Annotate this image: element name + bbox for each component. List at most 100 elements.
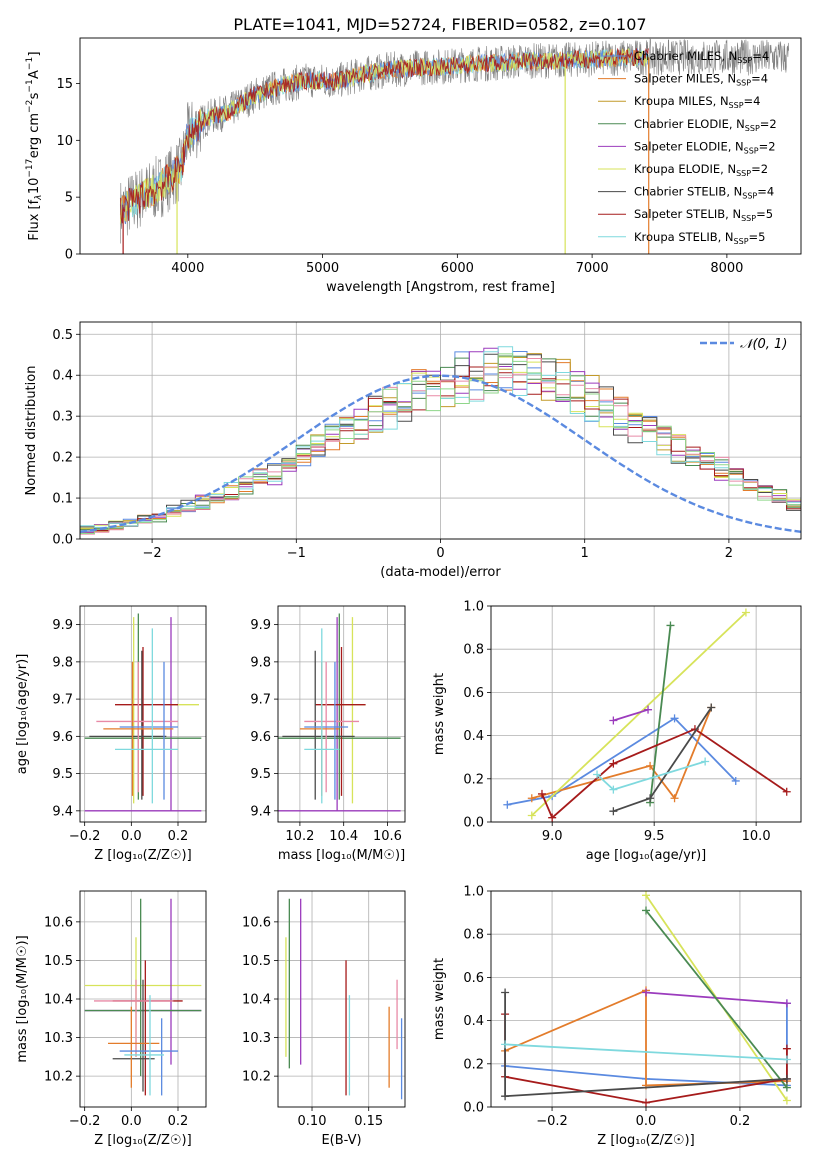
y-tick-label: 9.4 (250, 804, 271, 819)
errorbar-set (278, 613, 401, 812)
y-axis-label-part: Flux [f (27, 199, 42, 240)
x-tick-label: 9.0 (542, 829, 563, 844)
y-tick-label: 0.8 (463, 643, 484, 658)
y-tick-label: 10.2 (242, 1070, 271, 1085)
y-tick-label: 0.2 (463, 772, 484, 787)
series-marker-salpeter_miles (527, 794, 536, 803)
series-marker-salpeter_elodie (642, 988, 650, 997)
y-tick-label: 0 (65, 248, 73, 263)
errorbar-set (84, 613, 202, 812)
y-tick-label: 9.9 (250, 618, 271, 633)
series-marker-kroupa_elodie (782, 1096, 791, 1105)
series-marker-chabrier_elodie (666, 621, 675, 630)
series-marker-kroupa_stelib (609, 785, 618, 794)
y-tick-label: 0.1 (52, 492, 73, 507)
x-axis-label: Z [log₁₀(Z/Z☉)] (597, 1133, 694, 1148)
y-tick-label: 0.0 (52, 533, 73, 548)
y-axis-label-part: 10 (27, 178, 42, 195)
series-marker-chabrier_miles (503, 800, 512, 809)
y-tick-label: 1.0 (463, 600, 484, 615)
y-tick-label: 10.4 (44, 993, 73, 1008)
age-vs-mass-panel: 10.2 10.4 10.6 9.4 9.5 9.6 9.7 9.8 9.9 mass [log₁… (250, 605, 406, 863)
axes-frame (490, 605, 802, 823)
y-axis-label: mass weight (432, 673, 447, 755)
axes-frame (277, 890, 406, 1108)
series-marker-salpeter_stelib (782, 787, 791, 796)
x-tick-label: 5000 (306, 261, 339, 276)
x-tick-label: 2 (725, 546, 733, 561)
y-axis-label-part: −17 (25, 159, 35, 178)
series-line-kroupa_elodie (531, 611, 747, 817)
legend-label: Salpeter STELIB, N (634, 207, 741, 221)
legend-eq: =2 (751, 162, 768, 176)
legend-label: Chabrier STELIB, N (634, 185, 742, 199)
axes-frame (79, 321, 802, 540)
y-tick-label: 9.6 (250, 730, 271, 745)
x-tick-label: −0.2 (69, 829, 101, 844)
axes-frame (490, 890, 802, 1108)
series-marker-kroupa_elodie (741, 608, 750, 617)
y-axis-label-part: −1 (25, 79, 35, 92)
x-tick-label: 9.5 (644, 829, 665, 844)
series-marker-salpeter_miles (646, 761, 655, 770)
series-marker-kroupa_stelib (501, 1040, 510, 1049)
y-tick-label: 10.3 (242, 1031, 271, 1046)
y-tick-label: 0.2 (463, 1057, 484, 1072)
series-marker-kroupa_stelib (782, 1055, 791, 1064)
x-tick-label: 7000 (576, 261, 609, 276)
y-axis-label-part: −2 (25, 100, 35, 113)
legend-label: Salpeter ELODIE, N (634, 139, 744, 153)
errorbar-set (285, 898, 403, 1100)
series-marker-chabrier_stelib (501, 1092, 510, 1101)
y-axis-label-part: ] (27, 51, 42, 56)
x-tick-label: 1 (581, 546, 589, 561)
legend-entry: Chabrier ELODIE, NSSP=2 (634, 117, 777, 133)
series-marker-salpeter_elodie (609, 716, 618, 725)
legend-label: Salpeter MILES, N (634, 72, 736, 86)
legend-label: Chabrier MILES, N (634, 49, 737, 63)
x-axis-label: (data-model)/error (380, 565, 501, 580)
axes-frame (277, 605, 406, 823)
y-tick-label: 9.6 (52, 730, 73, 745)
legend-eq: =4 (757, 185, 774, 199)
x-axis-label: E(B-V) (321, 1133, 361, 1148)
series-marker-kroupa_elodie (642, 891, 650, 900)
legend-eq: =2 (759, 139, 776, 153)
series-marker-salpeter_stelib (548, 813, 557, 822)
series-marker-chabrier_stelib (707, 703, 716, 712)
histogram-step-chabrier_stelib (80, 353, 801, 531)
legend-entry: Salpeter STELIB, NSSP=5 (634, 207, 773, 223)
y-axis-label: mass [log₁₀(M/M☉)] (15, 935, 30, 1062)
series-marker-salpeter_elodie (782, 999, 791, 1008)
series-line-chabrier_miles (507, 717, 737, 806)
line-series-set (503, 608, 791, 822)
x-tick-label: −0.2 (536, 1114, 568, 1129)
errorbar-set (84, 898, 202, 1096)
legend-eq: =2 (760, 117, 777, 131)
series-line-chabrier_elodie (645, 909, 788, 1089)
y-tick-label: 0.4 (463, 729, 484, 744)
y-tick-label: 0.8 (463, 928, 484, 943)
x-tick-label: 0.0 (121, 829, 142, 844)
legend-eq: =5 (756, 207, 773, 221)
y-tick-label: 0.6 (463, 971, 484, 986)
x-tick-label: 0.15 (354, 1114, 383, 1129)
x-tick-label: 10.2 (285, 829, 314, 844)
y-axis-label: mass weight (432, 958, 447, 1040)
series-marker-salpeter_miles (670, 794, 679, 803)
y-axis-label-part: erg cm (27, 113, 42, 158)
y-axis-label-part: −1 (25, 57, 35, 70)
series-marker-chabrier_stelib (609, 807, 618, 816)
spectrum-panel: 4000 5000 6000 7000 8000 0 5 10 15 wavelength [An… (25, 37, 802, 295)
x-tick-label: 4000 (171, 261, 204, 276)
legend-sub: SSP (745, 124, 760, 133)
series-marker-salpeter_stelib (609, 759, 618, 768)
x-axis-label: mass [log₁₀(M/M☉)] (278, 848, 405, 863)
series-marker-kroupa_stelib (593, 770, 602, 779)
legend-sub: SSP (742, 192, 757, 201)
series-line-salpeter_elodie (613, 708, 649, 722)
series-marker-salpeter_stelib (782, 1044, 791, 1053)
legend-label: Chabrier ELODIE, N (634, 117, 745, 131)
x-tick-label: 10.4 (329, 829, 358, 844)
